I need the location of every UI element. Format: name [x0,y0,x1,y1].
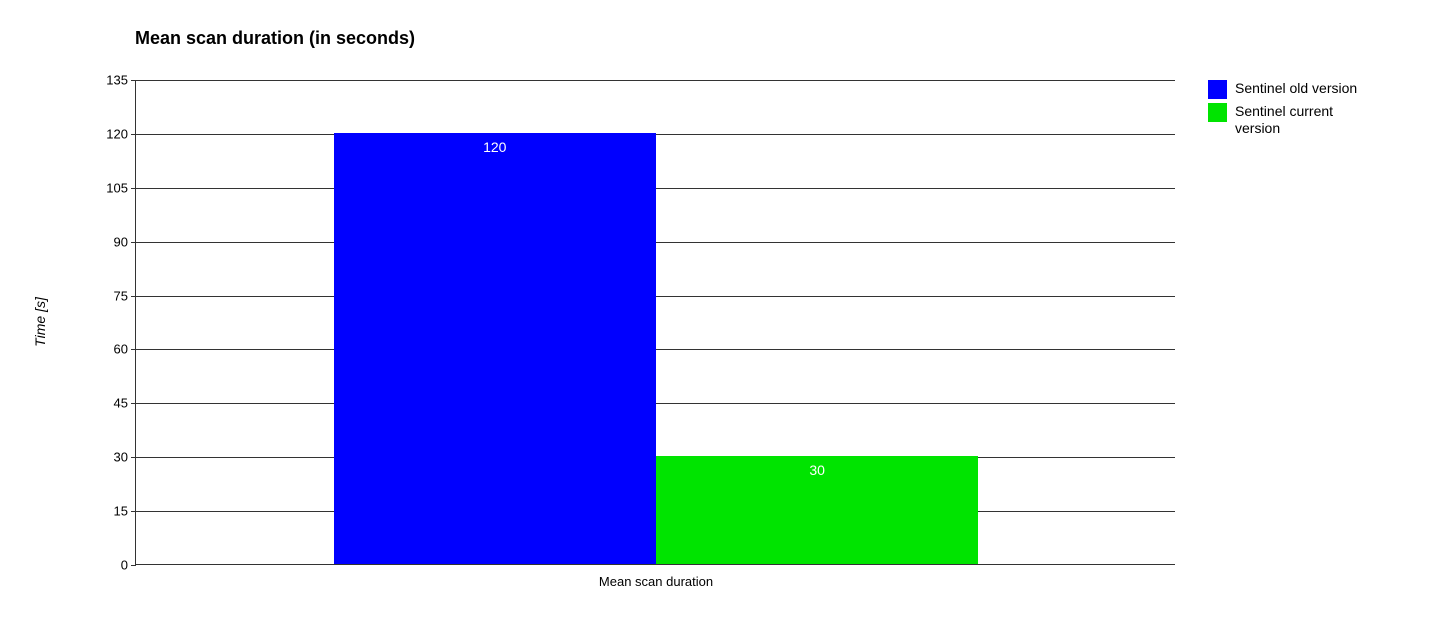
bar-current-version: 30 [656,456,978,564]
y-tick-label: 0 [121,558,136,573]
legend-item: Sentinel currentversion [1208,103,1357,137]
y-tick-label: 90 [114,234,136,249]
plot-area: Mean scan duration 015304560759010512013… [135,80,1175,565]
x-category-label: Mean scan duration [599,564,713,589]
y-tick-label: 135 [106,73,136,88]
y-axis-label: Time [s] [32,297,48,347]
y-tick-label: 105 [106,180,136,195]
legend-label: Sentinel old version [1235,80,1357,97]
legend-item: Sentinel old version [1208,80,1357,99]
gridline [136,80,1175,81]
bar-old-version: 120 [334,133,656,564]
y-tick-label: 45 [114,396,136,411]
y-tick-label: 60 [114,342,136,357]
y-tick-label: 15 [114,504,136,519]
y-tick-label: 75 [114,288,136,303]
y-tick-label: 120 [106,126,136,141]
chart-title: Mean scan duration (in seconds) [135,28,415,49]
bar-value-label: 120 [483,139,506,155]
legend-label: Sentinel currentversion [1235,103,1333,137]
bar-value-label: 30 [809,462,825,478]
y-tick-label: 30 [114,450,136,465]
chart-container: Mean scan duration (in seconds) Time [s]… [0,0,1455,622]
legend-swatch [1208,80,1227,99]
legend-swatch [1208,103,1227,122]
legend: Sentinel old version Sentinel currentvers… [1208,80,1357,141]
